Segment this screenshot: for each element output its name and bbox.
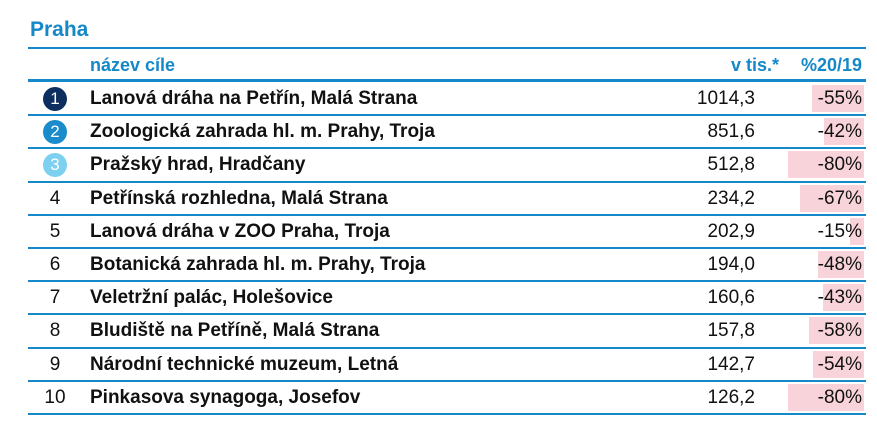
column-header: název cíle — [90, 55, 176, 75]
rank: 9 — [49, 353, 61, 375]
rule — [28, 147, 866, 150]
change: -54% — [817, 353, 862, 375]
name: Botanická zahrada hl. m. Prahy, Troja — [90, 254, 426, 275]
change-bar — [812, 350, 864, 378]
change: -15% — [817, 220, 862, 242]
title: Praha — [30, 18, 89, 41]
rule — [28, 280, 866, 283]
rule — [28, 313, 866, 316]
change: -42% — [817, 121, 862, 143]
visitors: 234,2 — [707, 187, 755, 209]
visitors: 142,7 — [707, 353, 755, 375]
rank: 4 — [49, 187, 61, 209]
name: Petřínská rozhledna, Malá Strana — [90, 187, 388, 209]
rank-badge: 1 — [43, 86, 67, 111]
name: Lanová dráha v ZOO Praha, Troja — [90, 220, 390, 242]
name: Národní technické muzeum, Letná — [90, 353, 399, 375]
visitors: 126,2 — [707, 386, 755, 408]
rule — [28, 79, 866, 82]
change: -43% — [817, 287, 862, 309]
visitors: 157,8 — [707, 320, 755, 342]
rule — [28, 114, 866, 117]
rank: 7 — [49, 287, 61, 309]
change-bar — [808, 317, 864, 345]
rule — [28, 379, 866, 382]
change-bar — [824, 118, 864, 146]
change-bar — [800, 184, 864, 212]
visitors: 851,6 — [707, 121, 755, 143]
visitors: 202,9 — [707, 220, 755, 242]
name: Zoologická zahrada hl. m. Prahy, Troja — [90, 121, 435, 143]
change-bar — [788, 151, 864, 179]
name: Lanová dráha na Petřín, Malá Strana — [90, 88, 418, 109]
change: -80% — [817, 386, 862, 408]
name: Pražský hrad, Hradčany — [90, 154, 306, 176]
change-bar — [849, 217, 864, 245]
rank: 5 — [49, 220, 61, 242]
rule — [28, 47, 866, 49]
rank-badge: 2 — [43, 119, 67, 144]
change: -67% — [817, 187, 862, 209]
rule — [28, 413, 866, 415]
rank: 10 — [44, 386, 66, 408]
rule — [28, 247, 866, 249]
change: -58% — [817, 320, 862, 342]
visitors: 1014,3 — [696, 88, 755, 109]
visitors: 512,8 — [707, 154, 755, 176]
change: -80% — [817, 154, 862, 176]
change: -48% — [817, 254, 862, 275]
rule — [28, 213, 866, 216]
name: Bludiště na Petříně, Malá Strana — [90, 320, 380, 342]
change-bar — [823, 284, 864, 312]
visitors: 194,0 — [707, 254, 755, 275]
rule — [28, 346, 866, 349]
change-bar — [811, 85, 864, 112]
change: -55% — [817, 88, 862, 109]
rule — [28, 180, 866, 183]
name: Veletržní palác, Holešovice — [90, 287, 333, 309]
column-header: v tis.* — [730, 55, 779, 75]
change-bar — [818, 251, 864, 278]
name: Pinkasova synagoga, Josefov — [90, 386, 361, 408]
visitors: 160,6 — [707, 287, 755, 309]
change-bar — [788, 383, 864, 411]
rank-badge: 3 — [43, 152, 67, 177]
rank: 6 — [49, 254, 61, 275]
rank: 8 — [49, 320, 61, 342]
column-header: %20/19 — [800, 55, 862, 75]
